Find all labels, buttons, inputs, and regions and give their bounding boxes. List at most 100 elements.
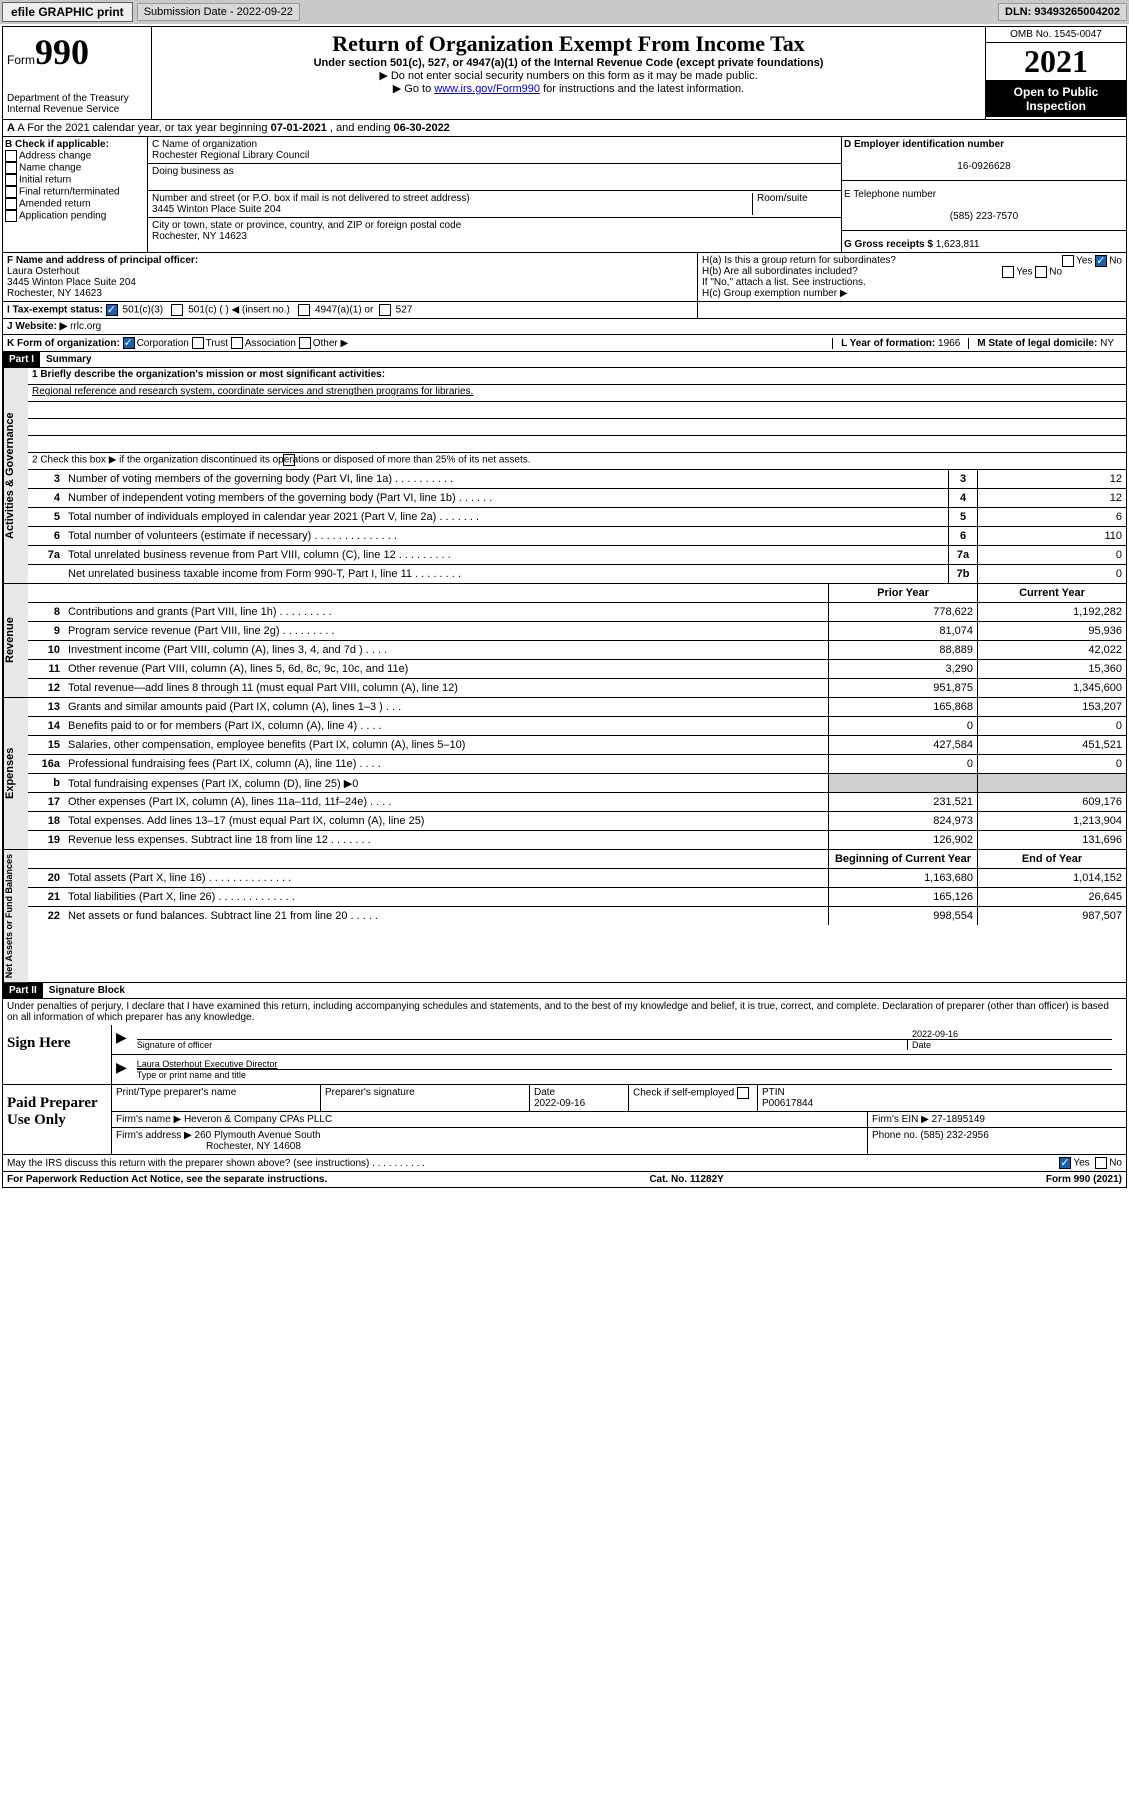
room-suite-label: Room/suite — [752, 193, 837, 215]
checkbox-trust[interactable] — [192, 337, 204, 349]
summary-line-18: 18Total expenses. Add lines 13–17 (must … — [28, 812, 1126, 831]
checkbox-discontinued[interactable] — [283, 454, 295, 466]
checkbox-other[interactable] — [299, 337, 311, 349]
checkbox-amended[interactable] — [5, 198, 17, 210]
efile-print-button[interactable]: efile GRAPHIC print — [2, 2, 133, 22]
ein-label: D Employer identification number — [844, 139, 1004, 150]
hb-label: H(b) Are all subordinates included? — [702, 266, 858, 277]
city-label: City or town, state or province, country… — [152, 220, 461, 231]
top-bar: efile GRAPHIC print Submission Date - 20… — [0, 0, 1129, 24]
summary-line-20: 20Total assets (Part X, line 16) . . . .… — [28, 869, 1126, 888]
checkbox-may-no[interactable] — [1095, 1157, 1107, 1169]
checkbox-app-pending[interactable] — [5, 210, 17, 222]
begin-year-header: Beginning of Current Year — [828, 850, 977, 868]
sign-here-label: Sign Here — [3, 1025, 112, 1084]
officer-addr: 3445 Winton Place Suite 204 Rochester, N… — [7, 277, 136, 299]
ptin: P00617844 — [762, 1098, 813, 1109]
end-year-header: End of Year — [977, 850, 1126, 868]
checkbox-assoc[interactable] — [231, 337, 243, 349]
officer-name: Laura Osterhout — [7, 266, 79, 277]
checkbox-corp[interactable] — [123, 337, 135, 349]
summary-line-14: 14Benefits paid to or for members (Part … — [28, 717, 1126, 736]
addr-label: Number and street (or P.O. box if mail i… — [152, 193, 470, 204]
hc-label: H(c) Group exemption number ▶ — [702, 288, 848, 299]
tel-label: E Telephone number — [844, 189, 936, 200]
summary-line-8: 8Contributions and grants (Part VIII, li… — [28, 603, 1126, 622]
mission-text: Regional reference and research system, … — [32, 386, 473, 397]
checkbox-hb-yes[interactable] — [1002, 266, 1014, 278]
net-assets-label: Net Assets or Fund Balances — [3, 850, 28, 982]
summary-line-6: 6Total number of volunteers (estimate if… — [28, 527, 1126, 546]
sign-date: 2022-09-16 — [912, 1029, 1112, 1039]
summary-line-11: 11Other revenue (Part VIII, column (A), … — [28, 660, 1126, 679]
prep-date: 2022-09-16 — [534, 1098, 585, 1109]
preparer-name-label: Print/Type preparer's name — [112, 1085, 321, 1111]
form-note1: ▶ Do not enter social security numbers o… — [156, 69, 981, 82]
row-k-label: K Form of organization: — [7, 338, 120, 349]
checkbox-ha-no[interactable] — [1095, 255, 1107, 267]
checkbox-may-yes[interactable] — [1059, 1157, 1071, 1169]
form-label: Form — [7, 53, 35, 67]
row-i-label: I Tax-exempt status: — [7, 305, 103, 316]
part-i-header: Part I — [3, 352, 40, 367]
checkbox-501c3[interactable] — [106, 304, 118, 316]
irs-link[interactable]: www.irs.gov/Form990 — [434, 83, 540, 95]
checkbox-4947[interactable] — [298, 304, 310, 316]
checkbox-initial-return[interactable] — [5, 174, 17, 186]
date-label: Date — [907, 1040, 1112, 1050]
row-j-label: J Website: ▶ — [7, 321, 67, 332]
omb-number: OMB No. 1545-0047 — [986, 27, 1126, 43]
summary-line-4: 4Number of independent voting members of… — [28, 489, 1126, 508]
paid-preparer-label: Paid Preparer Use Only — [3, 1085, 112, 1154]
summary-line-19: 19Revenue less expenses. Subtract line 1… — [28, 831, 1126, 849]
form-subtitle: Under section 501(c), 527, or 4947(a)(1)… — [156, 57, 981, 69]
checkbox-501c[interactable] — [171, 304, 183, 316]
form-note2: ▶ Go to www.irs.gov/Form990 for instruct… — [156, 82, 981, 95]
part-ii-title: Signature Block — [49, 985, 125, 996]
governance-label: Activities & Governance — [3, 368, 28, 583]
summary-line-10: 10Investment income (Part VIII, column (… — [28, 641, 1126, 660]
part-ii-header: Part II — [3, 983, 43, 998]
summary-line-17: 17Other expenses (Part IX, column (A), l… — [28, 793, 1126, 812]
summary-line-22: 22Net assets or fund balances. Subtract … — [28, 907, 1126, 925]
line-2: 2 Check this box ▶ if the organization d… — [28, 453, 1126, 470]
checkbox-name-change[interactable] — [5, 162, 17, 174]
firm-ein: 27-1895149 — [932, 1114, 985, 1125]
dept-treasury: Department of the Treasury Internal Reve… — [7, 93, 147, 115]
firm-phone: (585) 232-2956 — [920, 1130, 988, 1141]
year-formation: 1966 — [938, 338, 960, 349]
ein: 16-0926628 — [844, 161, 1124, 172]
summary-line-16a: 16aProfessional fundraising fees (Part I… — [28, 755, 1126, 774]
street-address: 3445 Winton Place Suite 204 — [152, 204, 281, 215]
summary-line-12: 12Total revenue—add lines 8 through 11 (… — [28, 679, 1126, 697]
checkbox-final-return[interactable] — [5, 186, 17, 198]
form-990: Form990 Department of the Treasury Inter… — [2, 26, 1127, 1188]
checkbox-self-employed[interactable] — [737, 1087, 749, 1099]
org-name: Rochester Regional Library Council — [152, 150, 309, 161]
declaration: Under penalties of perjury, I declare th… — [3, 999, 1126, 1025]
summary-line-13: 13Grants and similar amounts paid (Part … — [28, 698, 1126, 717]
col-b-checkboxes: B Check if applicable: Address change Na… — [3, 137, 148, 252]
dln: DLN: 93493265004202 — [998, 3, 1127, 21]
expenses-label: Expenses — [3, 698, 28, 849]
org-name-label: C Name of organization — [152, 139, 257, 150]
gross-label: G Gross receipts $ — [844, 239, 936, 250]
officer-signed-name: Laura Osterhout Executive Director — [137, 1059, 1112, 1069]
form-title: Return of Organization Exempt From Incom… — [156, 31, 981, 57]
checkbox-address-change[interactable] — [5, 150, 17, 162]
summary-line-5: 5Total number of individuals employed in… — [28, 508, 1126, 527]
submission-date: Submission Date - 2022-09-22 — [137, 3, 300, 21]
officer-label: F Name and address of principal officer: — [7, 255, 198, 266]
sig-officer-label: Signature of officer — [137, 1040, 907, 1050]
arrow-icon: ▶ — [116, 1059, 127, 1080]
part-i-title: Summary — [46, 354, 92, 365]
firm-name: Heveron & Company CPAs PLLC — [184, 1114, 332, 1125]
prep-date-label: Date — [534, 1087, 555, 1098]
checkbox-ha-yes[interactable] — [1062, 255, 1074, 267]
checkbox-hb-no[interactable] — [1035, 266, 1047, 278]
may-discuss: May the IRS discuss this return with the… — [7, 1158, 425, 1169]
domicile: NY — [1100, 338, 1114, 349]
current-year-header: Current Year — [977, 584, 1126, 602]
checkbox-527[interactable] — [379, 304, 391, 316]
cat-no: Cat. No. 11282Y — [649, 1174, 723, 1185]
